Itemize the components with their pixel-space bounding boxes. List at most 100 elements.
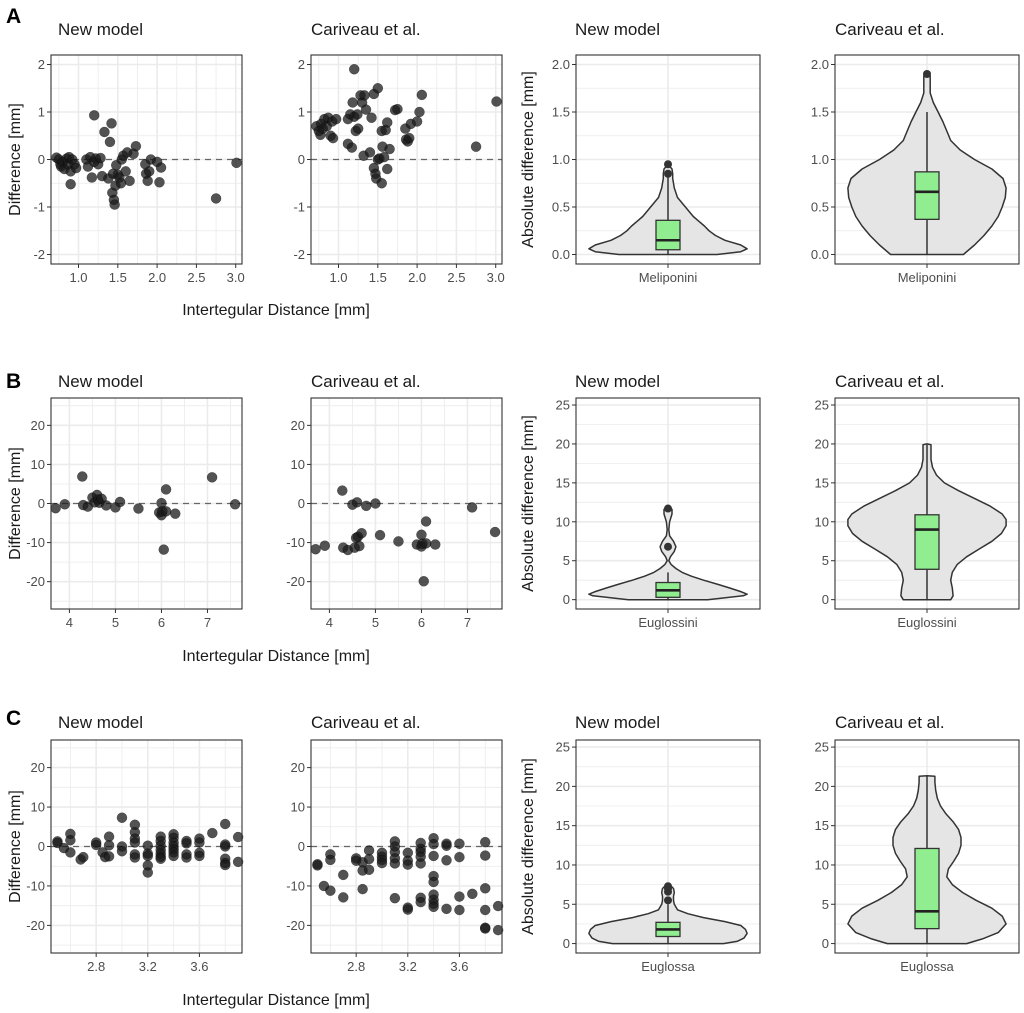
panel-title: New model <box>575 372 660 391</box>
x-tick-label: 2.0 <box>148 270 166 285</box>
x-tick-label: 3.0 <box>227 270 245 285</box>
y-tick-label: -1 <box>293 200 305 215</box>
panel-border <box>50 54 243 265</box>
y-tick-label: 10 <box>815 857 829 872</box>
data-point <box>155 162 167 173</box>
outlier-point <box>923 70 931 78</box>
data-point <box>441 903 452 915</box>
data-point <box>376 178 387 189</box>
outlier-point <box>664 160 672 169</box>
panel-border <box>575 397 761 610</box>
data-point <box>219 841 231 852</box>
box-iqr <box>655 219 681 251</box>
panel-c3: New model 0 5 10 15 20 25 Euglossa Absolute diff… <box>520 713 761 974</box>
y-tick-label: 1.5 <box>811 105 829 120</box>
data-point <box>158 544 170 555</box>
data-point <box>325 854 336 866</box>
data-point <box>354 540 365 552</box>
panel-title: Cariveau et al. <box>835 20 945 39</box>
data-point <box>232 856 244 868</box>
y-tick-label: 20 <box>291 760 305 775</box>
data-point <box>389 858 401 869</box>
data-point <box>414 106 425 118</box>
y-tick-label: 0 <box>563 936 570 951</box>
data-point <box>479 904 491 916</box>
x-tick-label: 1.0 <box>69 270 87 285</box>
y-tick-label: 0 <box>298 496 305 511</box>
data-point <box>194 850 205 862</box>
y-tick-label: 0 <box>38 839 45 854</box>
data-point <box>351 497 363 508</box>
y-tick-label: 5 <box>563 897 570 912</box>
y-tick-label: 5 <box>822 897 829 912</box>
x-tick-label: 1.5 <box>369 270 387 285</box>
panel-title: New model <box>58 713 143 732</box>
x-tick-label: 3.6 <box>190 959 208 974</box>
y-tick-label: 10 <box>815 514 829 529</box>
y-tick-label: -10 <box>286 535 305 550</box>
y-tick-label: 0.0 <box>811 247 829 262</box>
shared-xlabel-row-a: Intertegular Distance [mm] <box>182 302 370 319</box>
y-tick-label: 20 <box>31 760 45 775</box>
y-axis-label: Difference [mm] <box>7 790 24 903</box>
y-tick-label: 0 <box>822 936 829 951</box>
y-tick-label: 20 <box>291 418 305 433</box>
panel-b4: Cariveau et al. 0 5 10 15 20 25 Euglossini <box>815 372 1020 630</box>
data-point <box>346 142 358 153</box>
data-point <box>415 858 426 869</box>
data-point <box>129 837 141 848</box>
data-point <box>327 132 339 144</box>
y-tick-label: 25 <box>815 740 829 755</box>
y-tick-label: 0.0 <box>552 247 570 262</box>
y-tick-label: 2.0 <box>811 57 829 72</box>
data-point <box>206 472 218 483</box>
panel-border <box>310 54 503 265</box>
data-point <box>479 836 491 848</box>
shared-xlabel-row-b: Intertegular Distance [mm] <box>182 648 370 665</box>
y-tick-label: -20 <box>286 574 305 589</box>
data-point <box>160 506 172 517</box>
data-point <box>120 166 131 177</box>
data-point <box>115 178 127 189</box>
data-point <box>352 123 364 134</box>
data-point <box>194 837 205 848</box>
panel-b3: New model 0 5 10 15 20 25 Euglossini Absolute di… <box>520 372 761 630</box>
panel-border <box>575 54 761 265</box>
x-tick-label: 3.2 <box>139 959 157 974</box>
x-tick-label: 2.8 <box>347 959 365 974</box>
y-tick-label: -2 <box>293 247 305 262</box>
panel-title: Cariveau et al. <box>835 713 945 732</box>
data-point <box>420 516 432 527</box>
box-iqr <box>914 514 940 570</box>
data-point <box>59 499 71 510</box>
data-point <box>129 852 141 863</box>
data-point <box>104 136 116 148</box>
x-tick-label: 5 <box>112 615 119 630</box>
data-point <box>88 110 100 121</box>
x-tick-label: 7 <box>464 615 471 630</box>
panel-b2: Cariveau et al. -20 -10 0 10 20 4 5 6 7 <box>286 372 503 630</box>
y-axis-label: Absolute difference [mm] <box>520 415 537 592</box>
data-point <box>142 867 154 878</box>
data-point <box>441 840 452 851</box>
panel-letter-c: C <box>6 707 21 730</box>
y-tick-label: -10 <box>26 535 45 550</box>
data-point <box>389 892 401 904</box>
data-point <box>418 576 430 587</box>
y-tick-label: 10 <box>31 800 45 815</box>
y-tick-label: 0 <box>38 152 45 167</box>
data-point <box>330 113 342 125</box>
data-point <box>366 112 377 123</box>
data-point <box>65 847 76 858</box>
panel-title: New model <box>575 713 660 732</box>
category-label: Euglossa <box>641 959 695 974</box>
data-point <box>338 892 349 903</box>
panel-c1: New model -20 -10 0 10 20 2.8 3.2 3.6 Difference … <box>7 713 244 974</box>
y-axis-label: Absolute difference [mm] <box>520 758 537 935</box>
y-tick-label: 2.0 <box>552 57 570 72</box>
data-point <box>95 152 106 164</box>
shared-xlabel-row-c: Intertegular Distance [mm] <box>182 992 370 1009</box>
data-point <box>381 163 393 175</box>
y-tick-label: 0.5 <box>552 200 570 215</box>
